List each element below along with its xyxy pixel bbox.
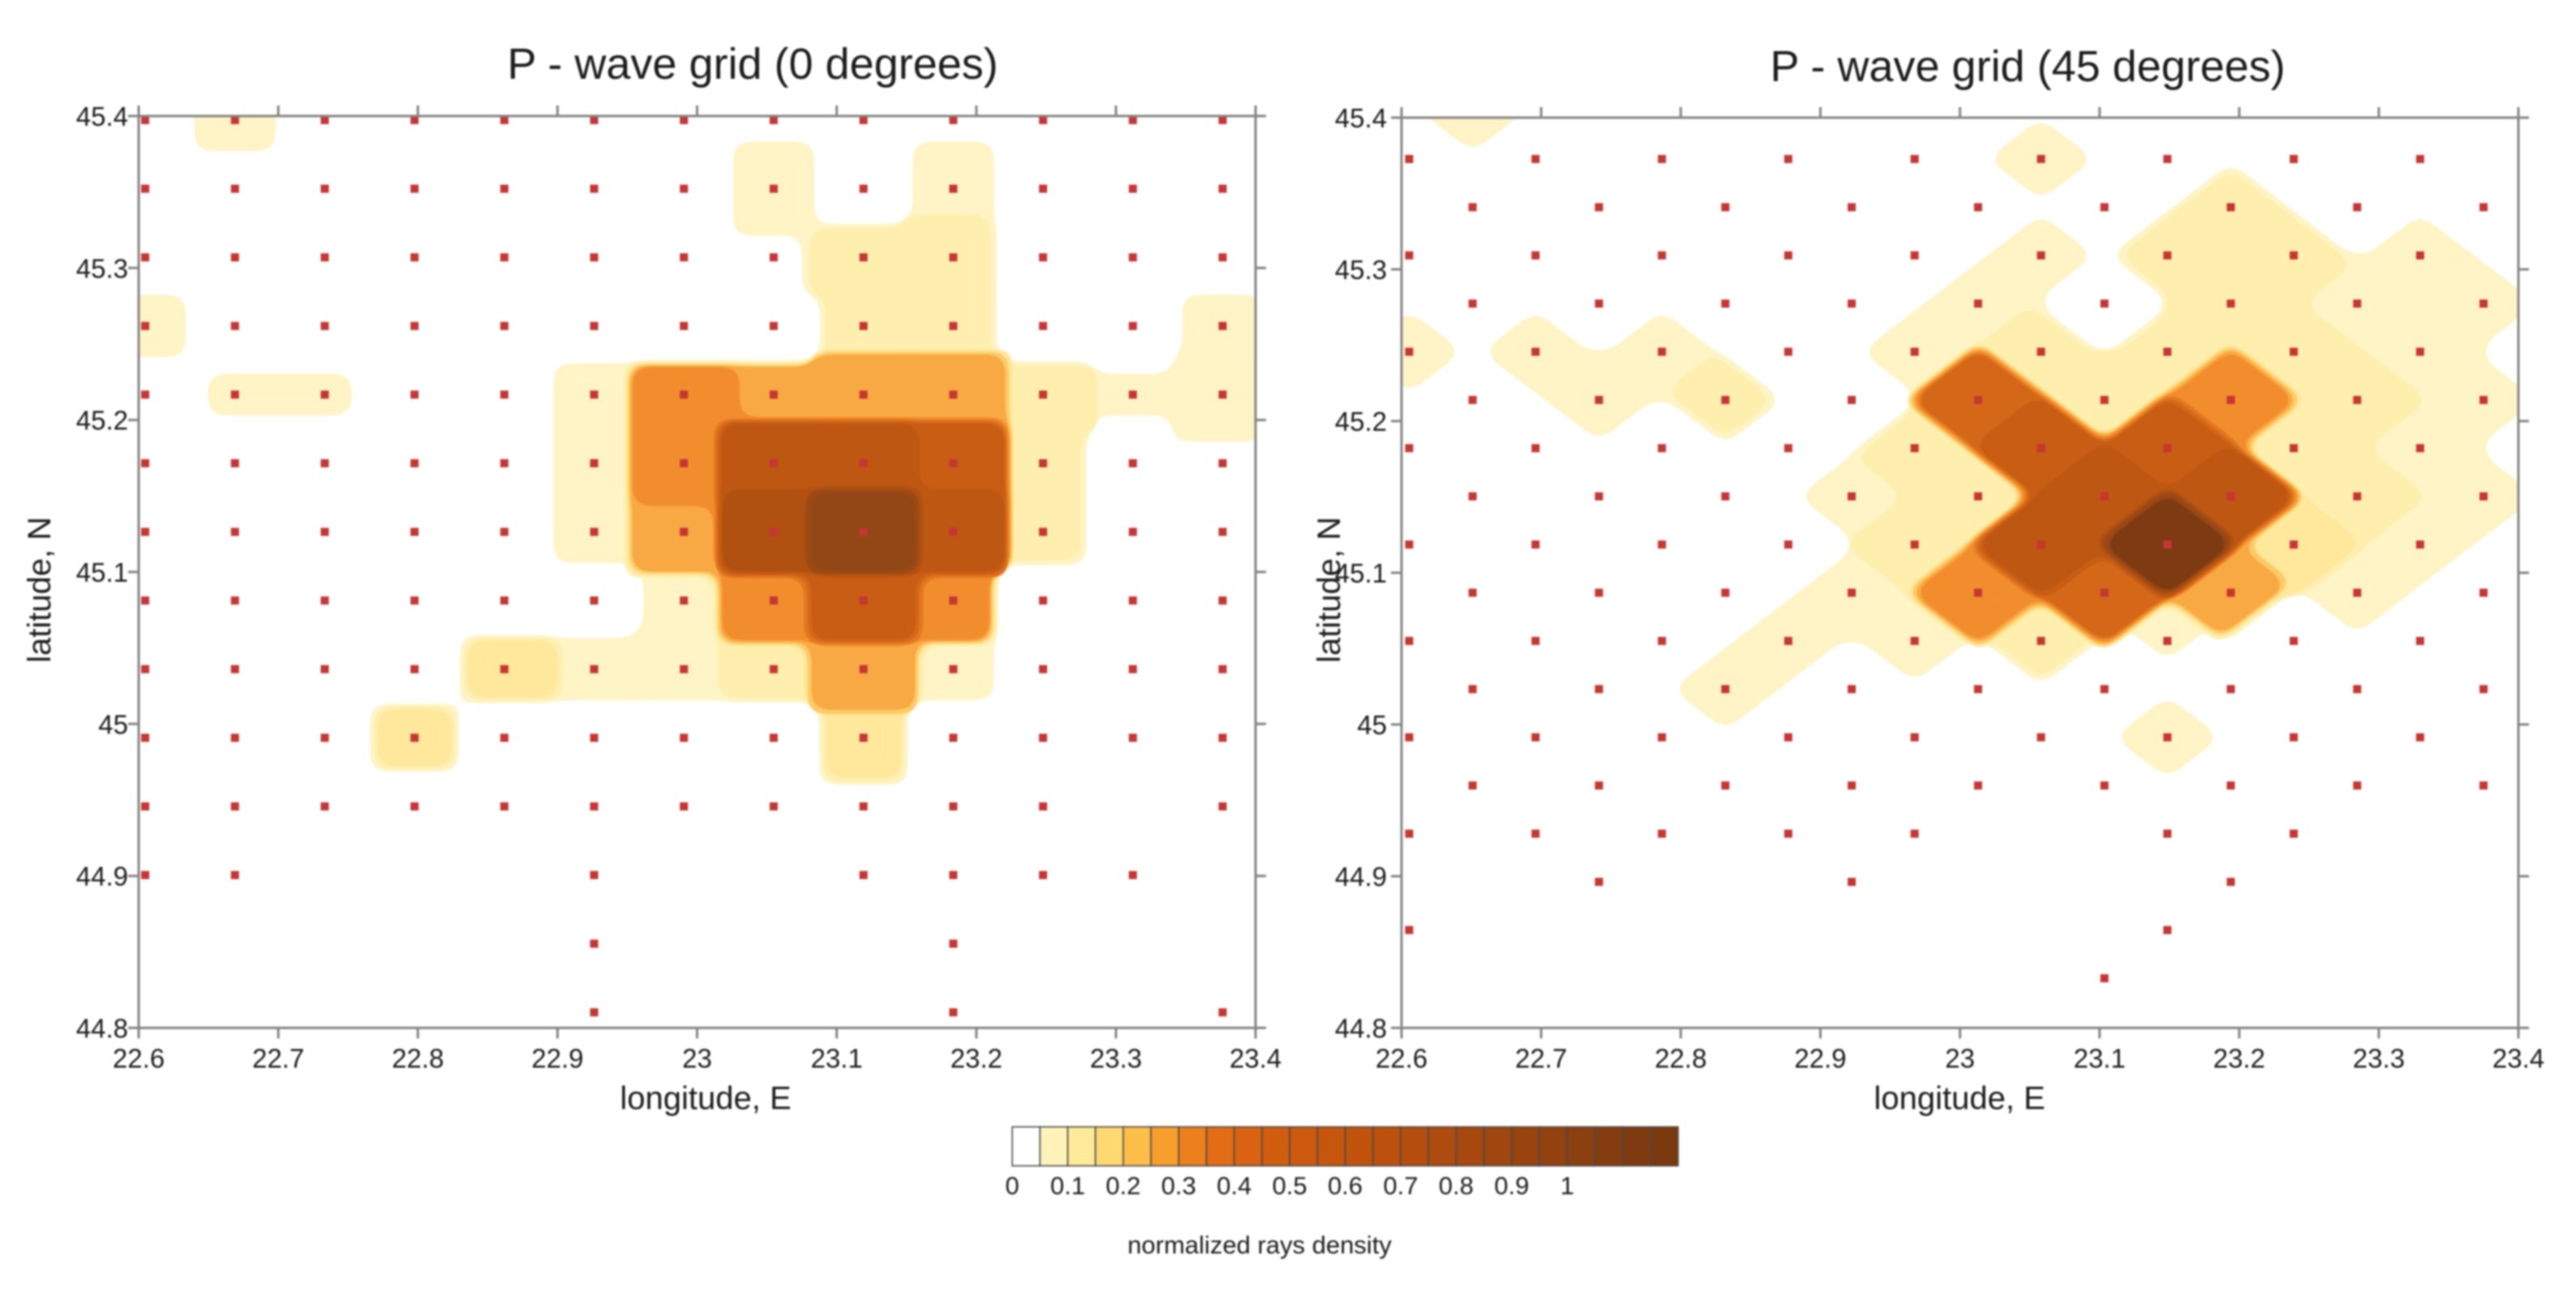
svg-text:longitude, E: longitude, E (620, 1081, 791, 1116)
svg-text:23.2: 23.2 (951, 1043, 1002, 1073)
svg-text:44.8: 44.8 (76, 1013, 128, 1043)
svg-text:P - wave grid (45 degrees): P - wave grid (45 degrees) (1770, 42, 2285, 91)
svg-text:23.1: 23.1 (810, 1043, 862, 1073)
svg-text:0.7: 0.7 (1383, 1171, 1418, 1200)
svg-text:23.4: 23.4 (1230, 1043, 1282, 1073)
svg-text:1: 1 (1561, 1171, 1574, 1200)
svg-text:0.8: 0.8 (1439, 1171, 1474, 1200)
svg-text:0.9: 0.9 (1494, 1171, 1529, 1200)
svg-text:22.8: 22.8 (1655, 1043, 1707, 1073)
svg-text:longitude, E: longitude, E (1874, 1081, 2045, 1116)
svg-text:45.1: 45.1 (76, 557, 128, 587)
svg-text:0.2: 0.2 (1106, 1171, 1140, 1200)
svg-text:22.7: 22.7 (1515, 1043, 1567, 1073)
svg-text:45.2: 45.2 (1335, 406, 1387, 436)
svg-text:latitude, N: latitude, N (22, 517, 58, 663)
svg-text:0.3: 0.3 (1161, 1171, 1196, 1200)
svg-text:45: 45 (98, 709, 128, 739)
svg-text:45: 45 (1357, 710, 1387, 740)
svg-text:22.6: 22.6 (113, 1043, 165, 1073)
svg-text:22.9: 22.9 (1794, 1043, 1846, 1073)
svg-text:44.8: 44.8 (1335, 1013, 1387, 1043)
svg-text:22.6: 22.6 (1376, 1043, 1428, 1073)
svg-text:latitude, N: latitude, N (1312, 517, 1347, 663)
svg-text:44.9: 44.9 (1335, 862, 1387, 892)
svg-text:23: 23 (1945, 1043, 1975, 1073)
svg-text:23.3: 23.3 (1090, 1043, 1142, 1073)
svg-text:0.1: 0.1 (1050, 1171, 1085, 1200)
svg-text:44.9: 44.9 (76, 862, 128, 892)
svg-text:23: 23 (682, 1043, 712, 1073)
svg-text:23.1: 23.1 (2073, 1043, 2125, 1073)
svg-text:23.2: 23.2 (2213, 1043, 2265, 1073)
svg-text:45.4: 45.4 (1335, 103, 1387, 133)
svg-text:0.4: 0.4 (1217, 1171, 1252, 1200)
svg-text:23.4: 23.4 (2492, 1043, 2544, 1073)
svg-text:normalized rays density: normalized rays density (1127, 1231, 1392, 1259)
svg-text:23.3: 23.3 (2353, 1043, 2405, 1073)
svg-text:P - wave grid (0 degrees): P - wave grid (0 degrees) (507, 40, 998, 88)
svg-text:45.2: 45.2 (76, 406, 128, 436)
svg-text:22.9: 22.9 (531, 1043, 583, 1073)
svg-text:22.8: 22.8 (392, 1043, 444, 1073)
svg-text:45.4: 45.4 (76, 101, 128, 131)
svg-text:45.1: 45.1 (1335, 558, 1387, 588)
svg-text:0: 0 (1005, 1171, 1019, 1200)
svg-text:22.7: 22.7 (252, 1043, 304, 1073)
svg-text:45.3: 45.3 (1335, 255, 1387, 285)
svg-text:0.6: 0.6 (1328, 1171, 1363, 1200)
svg-text:0.5: 0.5 (1273, 1171, 1307, 1200)
svg-text:45.3: 45.3 (76, 253, 128, 283)
